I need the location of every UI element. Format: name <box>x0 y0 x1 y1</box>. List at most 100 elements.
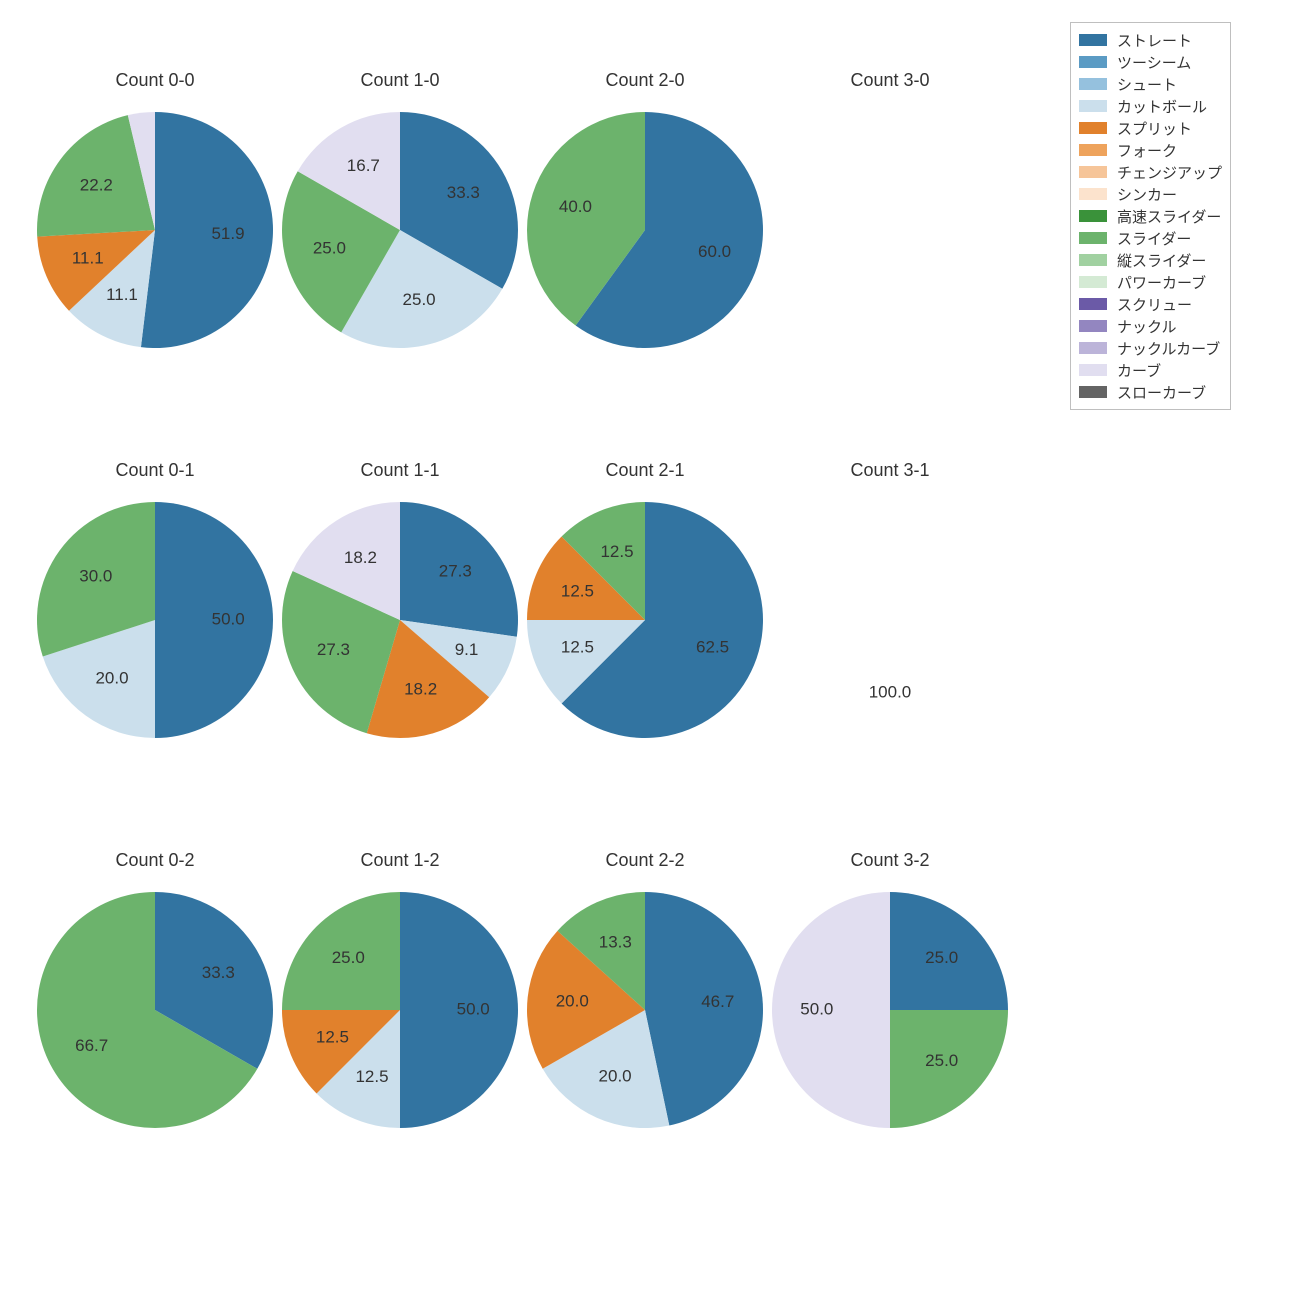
slice-label: 60.0 <box>698 242 731 261</box>
slice-label: 27.3 <box>439 562 472 581</box>
legend-label: カットボール <box>1117 96 1207 117</box>
pie-chart: 25.0 25.0 50.0 <box>770 890 1010 1130</box>
slice-label: 13.3 <box>599 933 632 952</box>
pie-chart: 51.9 11.111.1 22.2 <box>35 110 275 350</box>
slice-label: 40.0 <box>559 197 592 216</box>
slice-label: 22.2 <box>80 176 113 195</box>
legend-item: カットボール <box>1079 95 1222 117</box>
legend-swatch <box>1079 298 1107 310</box>
slice-label: 16.7 <box>347 156 380 175</box>
legend-swatch <box>1079 100 1107 112</box>
legend-item: スローカーブ <box>1079 381 1222 403</box>
chart-grid: Count 0-051.911.111.122.2Count 1-033.325… <box>0 0 1300 1300</box>
legend-label: スライダー <box>1117 228 1191 249</box>
pie-chart: 50.0 20.0 30.0 <box>35 500 275 740</box>
slice-label: 25.0 <box>925 948 958 967</box>
legend-label: スクリュー <box>1117 294 1192 315</box>
slice-label: 25.0 <box>332 948 365 967</box>
slice-label: 50.0 <box>457 999 490 1018</box>
legend-label: チェンジアップ <box>1117 162 1222 183</box>
pie-chart: 33.366.7 <box>35 890 275 1130</box>
legend-label: シンカー <box>1117 184 1177 205</box>
legend-label: ストレート <box>1117 30 1192 51</box>
panel-title: Count 2-0 <box>605 70 684 91</box>
panel-title: Count 2-2 <box>605 850 684 871</box>
panel-title: Count 0-1 <box>115 460 194 481</box>
legend-item: ストレート <box>1079 29 1222 51</box>
slice-label: 50.0 <box>212 609 245 628</box>
slice-label: 51.9 <box>211 224 244 243</box>
slice-label: 11.1 <box>72 248 104 267</box>
legend-label: フォーク <box>1117 140 1177 161</box>
slice-label: 12.5 <box>600 542 633 561</box>
pie-slice <box>141 112 273 348</box>
slice-label: 25.0 <box>925 1051 958 1070</box>
legend-swatch <box>1079 342 1107 354</box>
pie-chart: 100.0 <box>770 500 1010 740</box>
legend-label: スローカーブ <box>1117 382 1206 403</box>
panel-title: Count 1-1 <box>360 460 439 481</box>
legend-swatch <box>1079 320 1107 332</box>
legend-item: シュート <box>1079 73 1222 95</box>
slice-label: 33.3 <box>202 963 235 982</box>
slice-label: 18.2 <box>404 680 437 699</box>
legend-item: チェンジアップ <box>1079 161 1222 183</box>
slice-label: 25.0 <box>313 239 346 258</box>
legend-swatch <box>1079 210 1107 222</box>
legend-swatch <box>1079 56 1107 68</box>
legend-label: パワーカーブ <box>1117 272 1206 293</box>
panel-title: Count 3-0 <box>850 70 929 91</box>
legend-item: パワーカーブ <box>1079 271 1222 293</box>
slice-label: 12.5 <box>355 1067 388 1086</box>
legend-item: スプリット <box>1079 117 1222 139</box>
slice-label: 100.0 <box>869 683 912 702</box>
legend-swatch <box>1079 276 1107 288</box>
legend-item: スクリュー <box>1079 293 1222 315</box>
panel-title: Count 0-2 <box>115 850 194 871</box>
slice-label: 33.3 <box>447 183 480 202</box>
legend-swatch <box>1079 386 1107 398</box>
slice-label: 20.0 <box>556 992 589 1011</box>
legend-swatch <box>1079 144 1107 156</box>
legend-label: シュート <box>1117 74 1177 95</box>
legend-label: ツーシーム <box>1117 52 1191 73</box>
slice-label: 25.0 <box>403 290 436 309</box>
slice-label: 12.5 <box>561 637 594 656</box>
panel-title: Count 1-2 <box>360 850 439 871</box>
legend-swatch <box>1079 254 1107 266</box>
slice-label: 62.5 <box>696 637 729 656</box>
slice-label: 9.1 <box>455 640 479 659</box>
legend-label: 高速スライダー <box>1117 206 1221 227</box>
legend-swatch <box>1079 122 1107 134</box>
slice-label: 20.0 <box>599 1066 632 1085</box>
slice-label: 50.0 <box>800 999 833 1018</box>
legend-swatch <box>1079 188 1107 200</box>
legend-swatch <box>1079 78 1107 90</box>
legend-item: スライダー <box>1079 227 1222 249</box>
pie-chart: 62.5 12.5 12.5 12.5 <box>525 500 765 740</box>
legend-item: シンカー <box>1079 183 1222 205</box>
legend-swatch <box>1079 166 1107 178</box>
legend: ストレートツーシームシュートカットボールスプリットフォークチェンジアップシンカー… <box>1070 22 1231 410</box>
panel-title: Count 3-1 <box>850 460 929 481</box>
legend-swatch <box>1079 364 1107 376</box>
slice-label: 46.7 <box>701 992 734 1011</box>
pie-chart: 46.7 20.0 20.0 13.3 <box>525 890 765 1130</box>
slice-label: 11.1 <box>106 285 138 304</box>
legend-item: ナックルカーブ <box>1079 337 1222 359</box>
slice-label: 18.2 <box>344 548 377 567</box>
legend-label: 縦スライダー <box>1117 250 1206 271</box>
slice-label: 30.0 <box>79 566 112 585</box>
legend-swatch <box>1079 34 1107 46</box>
pie-chart: 33.3 25.0 25.0 16.7 <box>280 110 520 350</box>
slice-label: 20.0 <box>95 669 128 688</box>
legend-item: ツーシーム <box>1079 51 1222 73</box>
slice-label: 12.5 <box>316 1027 349 1046</box>
legend-label: カーブ <box>1117 360 1161 381</box>
panel-title: Count 0-0 <box>115 70 194 91</box>
legend-item: ナックル <box>1079 315 1222 337</box>
panel-title: Count 3-2 <box>850 850 929 871</box>
legend-item: フォーク <box>1079 139 1222 161</box>
slice-label: 12.5 <box>561 581 594 600</box>
pie-chart: 60.0 40.0 <box>525 110 765 350</box>
